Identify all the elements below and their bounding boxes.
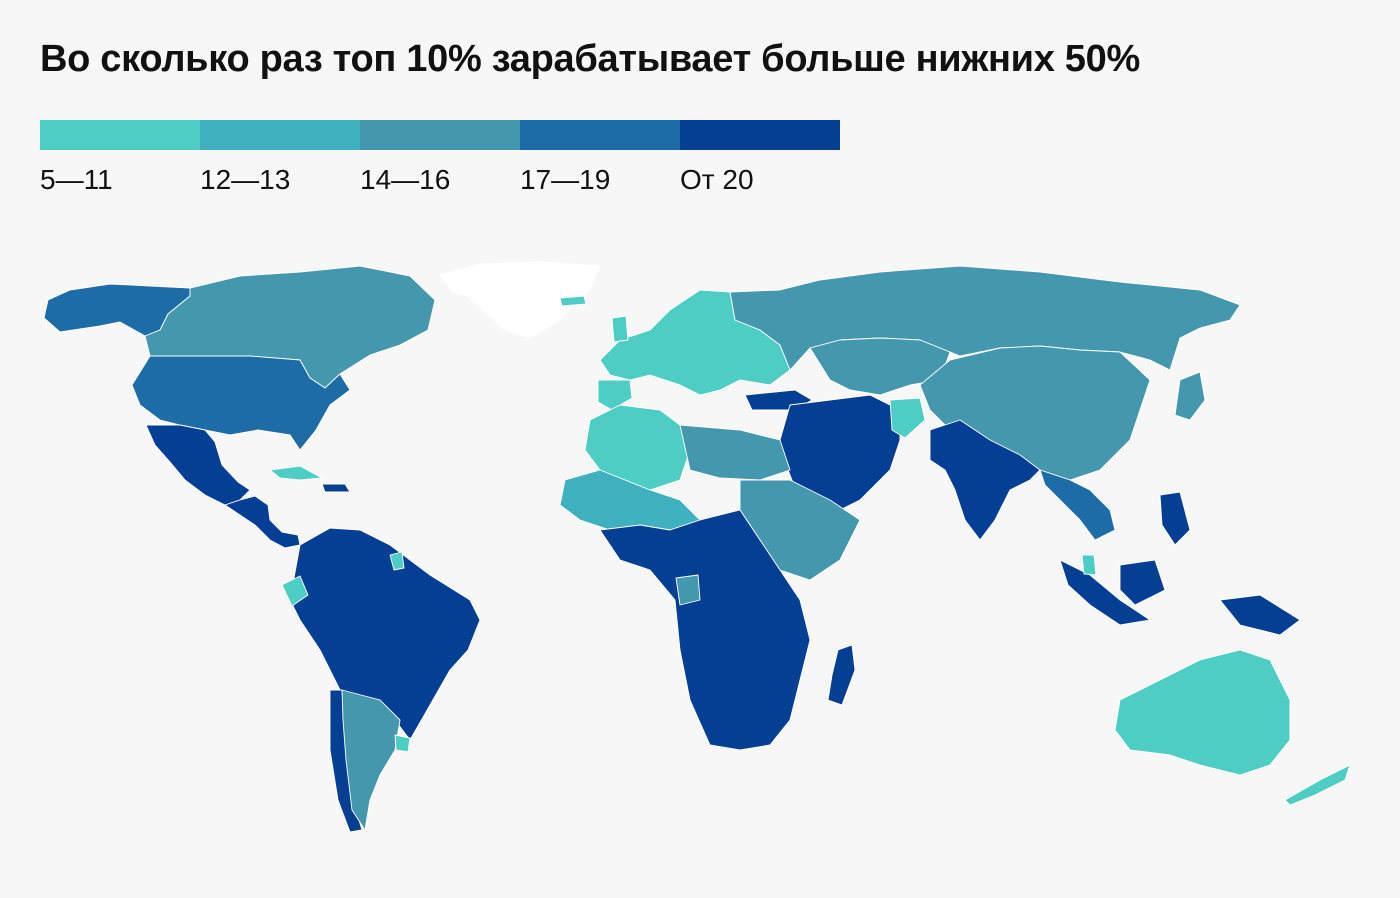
region-ecuador[interactable] (281, 575, 309, 607)
legend-swatch-1 (40, 120, 200, 150)
legend-swatch-4 (520, 120, 680, 150)
region-cuba[interactable] (269, 465, 323, 481)
region-guyana[interactable] (389, 551, 405, 571)
legend: 5—11 12—13 14—16 17—19 От 20 (40, 120, 840, 200)
map-title: Во сколько раз топ 10% зарабатывает боль… (40, 38, 1140, 80)
region-australia[interactable] (1114, 649, 1291, 776)
region-mexico[interactable] (145, 424, 251, 506)
legend-item-1: 5—11 (40, 120, 200, 196)
legend-swatch-2 (200, 120, 360, 150)
region-borneo[interactable] (1119, 559, 1166, 606)
region-hispaniola[interactable] (321, 483, 351, 493)
region-philippines[interactable] (1159, 491, 1191, 546)
region-iceland[interactable] (559, 295, 587, 307)
region-madagascar[interactable] (827, 644, 856, 706)
region-malaysia[interactable] (1081, 554, 1097, 576)
legend-label-1: 5—11 (40, 164, 113, 195)
region-russia[interactable] (729, 265, 1241, 371)
region-uk[interactable] (611, 315, 629, 343)
region-southeast-asia[interactable] (1039, 469, 1116, 541)
legend-label-3: 14—16 (360, 164, 451, 195)
legend-item-3: 14—16 (360, 120, 520, 196)
legend-label-4: 17—19 (520, 164, 611, 195)
region-south-america-north[interactable] (289, 527, 481, 741)
legend-label-2: 12—13 (200, 164, 291, 195)
region-central-america[interactable] (224, 495, 301, 549)
region-new-guinea[interactable] (1219, 594, 1301, 636)
region-gabon[interactable] (675, 574, 701, 606)
legend-label-5: От 20 (680, 164, 754, 195)
region-afghanistan[interactable] (889, 397, 926, 439)
region-egypt-libya[interactable] (679, 424, 791, 481)
legend-item-2: 12—13 (200, 120, 360, 196)
region-central-africa[interactable] (599, 509, 811, 751)
region-indonesia[interactable] (1059, 559, 1151, 626)
region-greenland (439, 261, 601, 339)
region-north-africa[interactable] (584, 404, 691, 491)
region-new-zealand[interactable] (1284, 764, 1351, 806)
region-japan[interactable] (1174, 371, 1206, 421)
legend-item-5: От 20 (680, 120, 840, 196)
legend-swatch-3 (360, 120, 520, 150)
region-iberia[interactable] (597, 379, 633, 411)
region-india[interactable] (929, 419, 1041, 541)
legend-item-4: 17—19 (520, 120, 680, 196)
legend-swatch-5 (680, 120, 840, 150)
region-argentina[interactable] (341, 689, 401, 831)
region-uruguay[interactable] (394, 734, 411, 753)
region-usa[interactable] (131, 355, 351, 451)
